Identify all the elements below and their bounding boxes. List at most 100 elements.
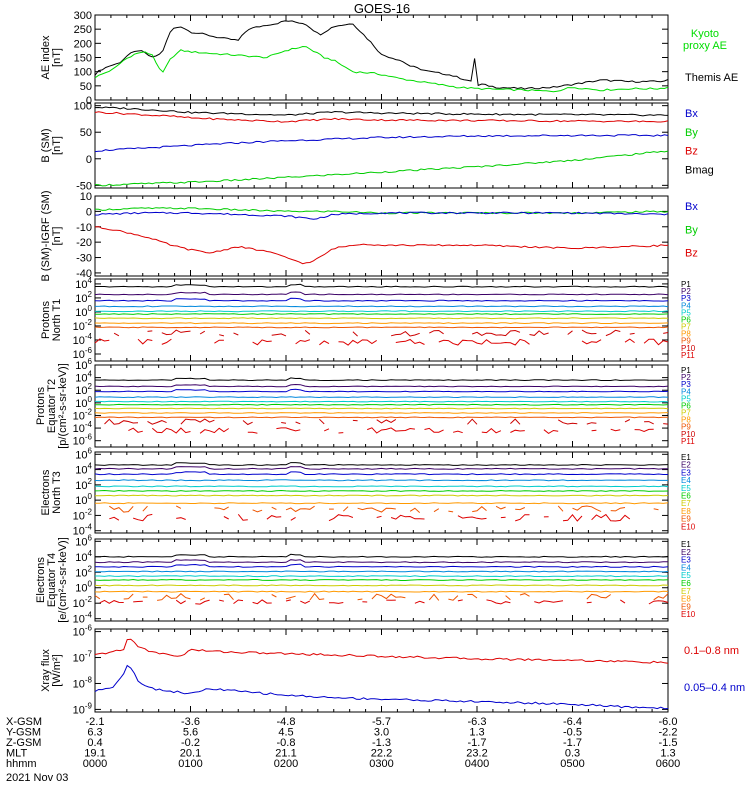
- y-tick-label: 106: [75, 446, 92, 461]
- series-line-bz: [95, 227, 668, 264]
- channel-label-p11: P11: [681, 437, 695, 446]
- channel-line-e10: [391, 515, 424, 519]
- y-tick-label: 102: [75, 564, 92, 579]
- channel-line-p11: [592, 430, 597, 431]
- channel-line-e9: [496, 506, 506, 509]
- y-tick-label: 10-2: [73, 318, 93, 333]
- channel-line-p11: [510, 430, 524, 432]
- y-axis-label: North T3: [51, 471, 63, 514]
- channel-line-p7: [95, 408, 668, 409]
- y-tick-label: 150: [74, 53, 92, 65]
- y-tick-label: 10-7: [73, 650, 93, 665]
- channel-line-e9: [272, 595, 277, 598]
- channel-line-p4: [95, 397, 668, 398]
- channel-line-e9: [157, 594, 190, 601]
- channel-line-e10: [377, 516, 382, 517]
- channel-line-p3: [95, 389, 668, 392]
- channel-line-e9: [143, 506, 148, 511]
- channel-line-p11: [276, 428, 300, 431]
- channel-line-p11: [582, 340, 601, 344]
- channel-line-e9: [573, 506, 602, 512]
- ephemeris-value: 0300: [369, 758, 393, 770]
- y-tick-label: 300: [74, 10, 92, 22]
- ephemeris-value: 0000: [83, 758, 107, 770]
- channel-line-e10: [176, 518, 186, 520]
- channel-line-e9: [434, 509, 439, 512]
- channel-line-e10: [286, 600, 291, 601]
- y-axis-label: North T1: [51, 299, 63, 342]
- channel-line-e8: [95, 503, 668, 504]
- channel-line-p11: [453, 431, 463, 433]
- channel-line-e5: [95, 486, 668, 487]
- chart-title: GOES-16: [354, 1, 410, 16]
- channel-line-p7: [95, 318, 668, 319]
- channel-line-p11: [324, 429, 329, 431]
- y-tick-label: -10: [76, 222, 92, 234]
- channel-line-p10: [281, 423, 286, 424]
- channel-line-p10: [148, 331, 153, 332]
- channel-line-p6: [95, 314, 668, 315]
- y-tick-label: 100: [74, 101, 92, 113]
- y-tick-label: 200: [74, 38, 92, 50]
- legend-kyoto-proxy-ae: proxy AE: [683, 40, 727, 52]
- channel-line-p10: [114, 333, 119, 336]
- channel-line-e9: [448, 596, 458, 601]
- y-tick-label: 10-4: [73, 332, 93, 347]
- channel-line-e8: [95, 591, 668, 592]
- channel-line-p10: [644, 422, 654, 424]
- channel-line-e9: [654, 509, 659, 510]
- y-tick-label: 100: [75, 580, 92, 595]
- channel-line-e10: [620, 600, 625, 603]
- ephemeris-row-label: hhmm: [6, 758, 37, 770]
- channel-label-e10: E10: [681, 522, 696, 531]
- channel-line-p10: [377, 419, 396, 423]
- y-axis-label: [W/m²]: [51, 654, 63, 686]
- channel-line-p11: [635, 429, 654, 431]
- channel-line-p11: [396, 340, 425, 345]
- channel-line-p11: [544, 430, 558, 434]
- channel-line-p10: [663, 333, 668, 334]
- legend-kyoto-proxy-ae: Kyoto: [691, 28, 719, 40]
- series-line-bx: [95, 212, 668, 219]
- channel-line-p8: [95, 323, 668, 324]
- channel-line-p11: [296, 340, 310, 344]
- channel-line-e2: [95, 467, 668, 470]
- legend-bz: Bz: [685, 146, 698, 158]
- y-tick-label: 106: [75, 533, 92, 548]
- channel-label-p11: P11: [681, 351, 695, 360]
- y-tick-label: 102: [75, 290, 92, 305]
- channel-line-p1: [95, 378, 668, 381]
- channel-line-p11: [319, 341, 329, 345]
- channel-line-p10: [181, 419, 215, 424]
- channel-line-p5: [95, 401, 668, 402]
- channel-line-e9: [343, 507, 348, 512]
- channel-line-p10: [319, 419, 324, 424]
- channel-line-p10: [663, 424, 668, 425]
- channel-line-p10: [162, 330, 191, 335]
- channel-line-e9: [611, 508, 625, 511]
- channel-line-e10: [133, 601, 143, 602]
- channel-line-e10: [109, 517, 119, 520]
- channel-line-e9: [372, 594, 406, 599]
- channel-line-p11: [162, 339, 172, 344]
- channel-line-e10: [195, 600, 209, 604]
- series-line-bz: [95, 112, 668, 123]
- legend-bx: Bx: [685, 201, 698, 213]
- channel-line-e9: [506, 596, 511, 600]
- channel-line-e10: [487, 600, 511, 604]
- channel-line-e10: [329, 515, 353, 521]
- legend-by: By: [685, 224, 698, 236]
- channel-line-e9: [224, 594, 234, 600]
- channel-line-p10: [105, 419, 139, 424]
- panel-frame: [95, 15, 668, 100]
- channel-line-e10: [267, 516, 281, 520]
- channel-line-e10: [458, 600, 463, 601]
- series-line-kyoto-proxy-ae: [95, 47, 668, 92]
- channel-line-p10: [148, 421, 167, 425]
- series-line-0-05-0-4-nm: [95, 666, 668, 709]
- channel-line-p10: [234, 333, 239, 335]
- channel-line-e10: [253, 600, 272, 604]
- channel-line-p10: [510, 419, 520, 424]
- channel-line-e10: [238, 514, 248, 520]
